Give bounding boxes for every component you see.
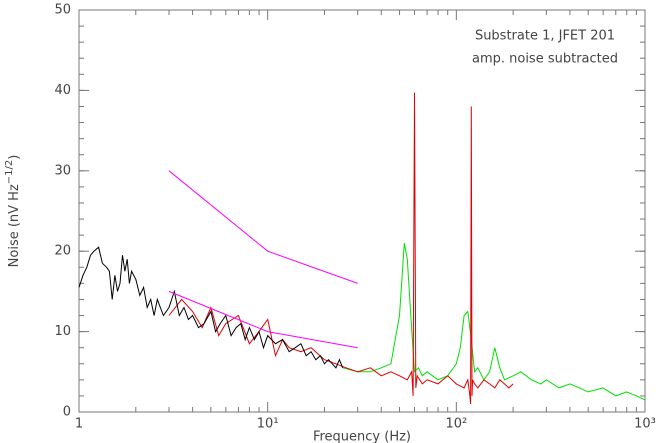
annotation: Substrate 1, JFET 201: [475, 29, 615, 44]
series-line: [78, 246, 344, 369]
annotation: amp. noise subtracted: [472, 52, 618, 67]
plot-frame: [78, 9, 646, 413]
series-line: [168, 170, 358, 284]
y-tick-label: 50: [54, 3, 71, 18]
x-axis-label: Frequency (Hz): [313, 430, 411, 443]
series-line: [168, 290, 358, 349]
y-tick-label: 40: [54, 83, 71, 98]
x-tick-label: 10²: [445, 417, 467, 432]
y-tick-label: 0: [63, 405, 71, 420]
x-tick-label: 1: [75, 417, 83, 432]
y-tick-label: 20: [54, 244, 71, 259]
x-tick-label: 10³: [634, 417, 656, 432]
y-tick-label: 30: [54, 163, 71, 178]
series-line: [342, 243, 646, 401]
x-tick-label: 10¹: [257, 417, 279, 432]
y-tick-label: 10: [54, 324, 71, 339]
series-line: [168, 92, 514, 405]
y-axis-label: Noise (nV Hz−1/2): [4, 155, 22, 268]
